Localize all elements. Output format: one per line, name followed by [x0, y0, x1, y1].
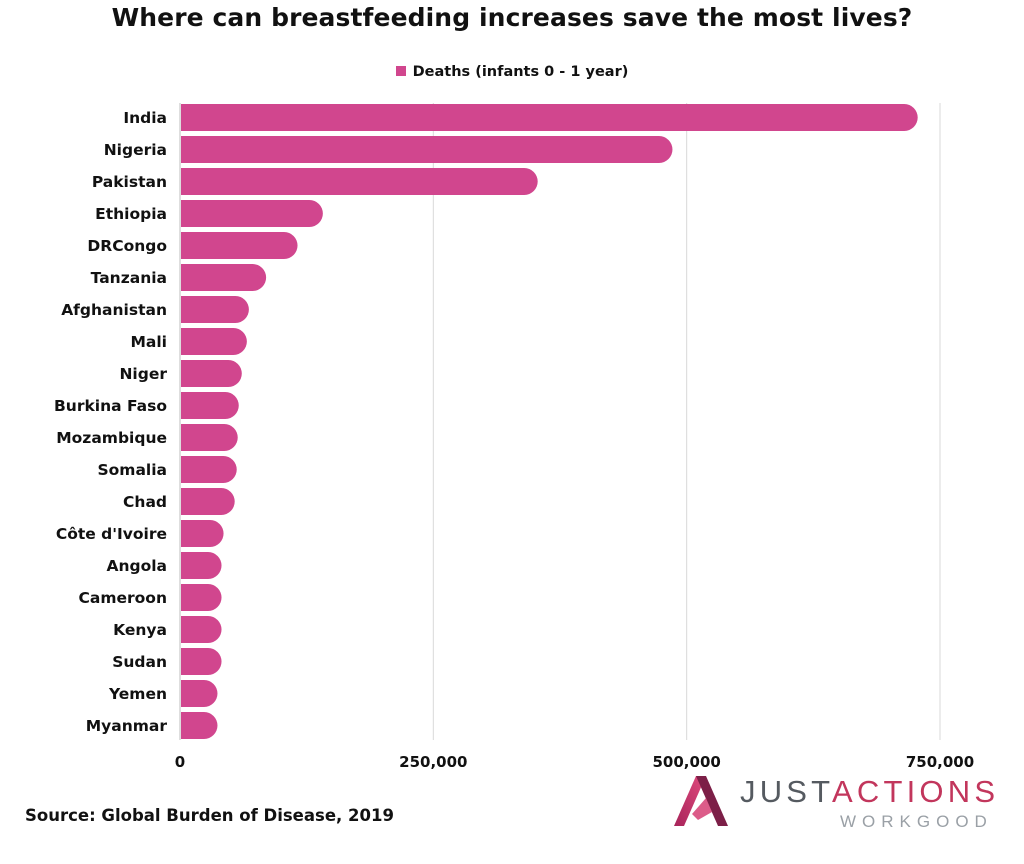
logo-word-actions: ACTIONS: [832, 774, 1000, 809]
category-label: Afghanistan: [61, 301, 167, 319]
bar-sudan: [181, 648, 222, 675]
bar-cameroon: [181, 584, 222, 611]
bar-kenya: [181, 616, 222, 643]
category-label: India: [123, 109, 167, 127]
legend-label: Deaths (infants 0 - 1 year): [412, 64, 629, 80]
x-axis-tick-labels: 0 250,000 500,000 750,000: [175, 753, 974, 771]
category-label: Côte d'Ivoire: [56, 525, 167, 543]
category-label: Niger: [119, 365, 167, 383]
bar-drcongo: [181, 232, 298, 259]
logo-tagline: WORKGOOD: [840, 812, 993, 831]
bar-myanmar: [181, 712, 218, 739]
category-label: Tanzania: [91, 269, 167, 287]
x-tick-label: 750,000: [906, 753, 974, 771]
bar-ethiopia: [181, 200, 323, 227]
category-label: Myanmar: [86, 717, 168, 735]
just-actions-logo: JUSTACTIONS WORKGOOD: [672, 772, 1012, 834]
legend-swatch: [395, 66, 406, 76]
logo-wordmark: JUSTACTIONS: [740, 774, 999, 810]
bar-burkina-faso: [181, 392, 239, 419]
category-label: Ethiopia: [95, 205, 167, 223]
category-label: Mozambique: [56, 429, 167, 447]
category-label: DRCongo: [87, 237, 167, 255]
bar-somalia: [181, 456, 237, 483]
category-label: Nigeria: [104, 141, 167, 159]
gridlines: [179, 103, 941, 740]
source-note: Source: Global Burden of Disease, 2019: [25, 806, 394, 825]
category-label: Cameroon: [79, 589, 167, 607]
bar-mozambique: [181, 424, 238, 451]
bar-yemen: [181, 680, 218, 707]
bars: [181, 104, 918, 739]
bar-niger: [181, 360, 242, 387]
bar-c-te-d-ivoire: [181, 520, 224, 547]
bar-afghanistan: [181, 296, 249, 323]
category-label: Angola: [106, 557, 167, 575]
x-tick-label: 500,000: [653, 753, 721, 771]
category-label: Somalia: [97, 461, 167, 479]
category-label: Sudan: [112, 653, 167, 671]
category-label: Pakistan: [92, 173, 167, 191]
bar-mali: [181, 328, 247, 355]
category-label: Mali: [130, 333, 167, 351]
category-labels: India Nigeria Pakistan Ethiopia DRCongo Tanza…: [54, 109, 167, 735]
bar-india: [181, 104, 918, 131]
category-label: Yemen: [108, 685, 167, 703]
x-tick-label: 0: [175, 753, 185, 771]
legend: Deaths (infants 0 - 1 year): [0, 64, 1024, 80]
logo-word-just: JUST: [740, 774, 832, 809]
x-tick-label: 250,000: [399, 753, 467, 771]
logo-mark-icon: [674, 776, 728, 826]
bar-nigeria: [181, 136, 673, 163]
bar-pakistan: [181, 168, 538, 195]
category-label: Chad: [123, 493, 167, 511]
category-label: Kenya: [113, 621, 167, 639]
category-label: Burkina Faso: [54, 397, 167, 415]
bar-tanzania: [181, 264, 267, 291]
chart-title: Where can breastfeeding increases save t…: [111, 3, 913, 32]
bar-chad: [181, 488, 235, 515]
bar-angola: [181, 552, 222, 579]
